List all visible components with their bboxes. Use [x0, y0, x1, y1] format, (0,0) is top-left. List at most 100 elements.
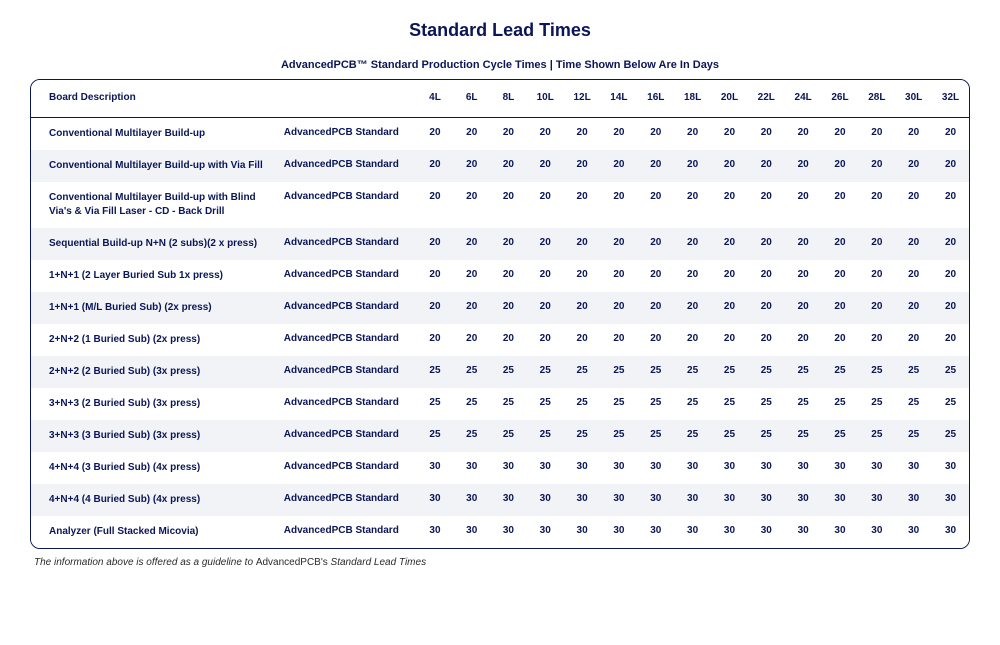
cell-value: 20 — [601, 292, 638, 324]
cell-value: 25 — [822, 420, 859, 452]
col-header-layer: 8L — [490, 80, 527, 118]
col-header-layer: 10L — [527, 80, 564, 118]
cell-value: 30 — [674, 484, 711, 516]
table-row: 4+N+4 (4 Buried Sub) (4x press)AdvancedP… — [31, 484, 969, 516]
cell-type: AdvancedPCB Standard — [278, 388, 417, 420]
cell-value: 20 — [527, 182, 564, 228]
cell-value: 20 — [748, 228, 785, 260]
cell-value: 25 — [711, 356, 748, 388]
cell-value: 25 — [527, 356, 564, 388]
cell-value: 25 — [564, 356, 601, 388]
cell-value: 20 — [601, 260, 638, 292]
cell-value: 25 — [674, 356, 711, 388]
table-header-row: Board Description 4L6L8L10L12L14L16L18L2… — [31, 80, 969, 118]
cell-type: AdvancedPCB Standard — [278, 356, 417, 388]
cell-value: 20 — [711, 292, 748, 324]
cell-value: 30 — [564, 516, 601, 548]
lead-times-table: Board Description 4L6L8L10L12L14L16L18L2… — [31, 80, 969, 548]
cell-value: 20 — [711, 182, 748, 228]
cell-value: 30 — [711, 452, 748, 484]
cell-value: 30 — [527, 516, 564, 548]
cell-value: 20 — [711, 150, 748, 182]
cell-value: 20 — [932, 118, 969, 151]
cell-value: 30 — [637, 484, 674, 516]
cell-value: 25 — [785, 356, 822, 388]
cell-value: 25 — [564, 420, 601, 452]
cell-value: 20 — [674, 292, 711, 324]
cell-type: AdvancedPCB Standard — [278, 452, 417, 484]
cell-value: 20 — [674, 324, 711, 356]
cell-value: 20 — [637, 324, 674, 356]
cell-value: 25 — [637, 356, 674, 388]
cell-value: 20 — [785, 150, 822, 182]
cell-description: 3+N+3 (2 Buried Sub) (3x press) — [31, 388, 278, 420]
table-row: Conventional Multilayer Build-up with Bl… — [31, 182, 969, 228]
cell-value: 25 — [858, 356, 895, 388]
footnote: The information above is offered as a gu… — [30, 557, 970, 568]
col-header-description: Board Description — [31, 80, 278, 118]
cell-value: 20 — [932, 292, 969, 324]
cell-value: 25 — [895, 388, 932, 420]
table-row: 1+N+1 (2 Layer Buried Sub 1x press)Advan… — [31, 260, 969, 292]
cell-value: 20 — [564, 118, 601, 151]
cell-value: 25 — [490, 356, 527, 388]
col-header-layer: 30L — [895, 80, 932, 118]
cell-value: 30 — [564, 484, 601, 516]
cell-value: 25 — [858, 388, 895, 420]
cell-value: 30 — [785, 484, 822, 516]
table-row: 3+N+3 (2 Buried Sub) (3x press)AdvancedP… — [31, 388, 969, 420]
cell-description: Conventional Multilayer Build-up with Bl… — [31, 182, 278, 228]
cell-value: 20 — [601, 228, 638, 260]
cell-value: 30 — [822, 484, 859, 516]
cell-value: 20 — [453, 228, 490, 260]
cell-value: 25 — [932, 388, 969, 420]
cell-value: 30 — [748, 484, 785, 516]
cell-value: 20 — [527, 260, 564, 292]
cell-value: 20 — [785, 118, 822, 151]
col-header-layer: 20L — [711, 80, 748, 118]
cell-value: 25 — [637, 420, 674, 452]
table-row: Analyzer (Full Stacked Micovia)AdvancedP… — [31, 516, 969, 548]
cell-value: 20 — [453, 150, 490, 182]
cell-value: 20 — [674, 118, 711, 151]
cell-value: 30 — [822, 516, 859, 548]
cell-value: 30 — [822, 452, 859, 484]
cell-value: 25 — [417, 388, 454, 420]
cell-value: 20 — [674, 150, 711, 182]
cell-value: 20 — [674, 260, 711, 292]
cell-value: 30 — [417, 484, 454, 516]
cell-value: 25 — [895, 356, 932, 388]
cell-value: 25 — [748, 420, 785, 452]
cell-description: Conventional Multilayer Build-up — [31, 118, 278, 151]
cell-value: 30 — [932, 516, 969, 548]
cell-value: 20 — [932, 182, 969, 228]
cell-value: 20 — [527, 292, 564, 324]
cell-value: 20 — [895, 150, 932, 182]
cell-value: 30 — [711, 516, 748, 548]
cell-value: 30 — [527, 484, 564, 516]
cell-value: 20 — [748, 150, 785, 182]
col-header-layer: 16L — [637, 80, 674, 118]
cell-value: 20 — [453, 292, 490, 324]
col-header-layer: 24L — [785, 80, 822, 118]
cell-value: 20 — [711, 118, 748, 151]
cell-value: 25 — [527, 420, 564, 452]
cell-value: 20 — [711, 324, 748, 356]
cell-value: 25 — [674, 388, 711, 420]
cell-value: 25 — [785, 420, 822, 452]
cell-value: 20 — [637, 150, 674, 182]
col-header-layer: 18L — [674, 80, 711, 118]
table-row: 2+N+2 (2 Buried Sub) (3x press)AdvancedP… — [31, 356, 969, 388]
cell-description: Analyzer (Full Stacked Micovia) — [31, 516, 278, 548]
cell-value: 20 — [637, 260, 674, 292]
cell-value: 25 — [748, 356, 785, 388]
cell-value: 25 — [490, 388, 527, 420]
cell-value: 25 — [490, 420, 527, 452]
cell-type: AdvancedPCB Standard — [278, 182, 417, 228]
cell-value: 25 — [601, 388, 638, 420]
cell-value: 20 — [417, 292, 454, 324]
cell-value: 25 — [932, 420, 969, 452]
cell-value: 20 — [785, 182, 822, 228]
cell-value: 20 — [637, 182, 674, 228]
cell-type: AdvancedPCB Standard — [278, 516, 417, 548]
